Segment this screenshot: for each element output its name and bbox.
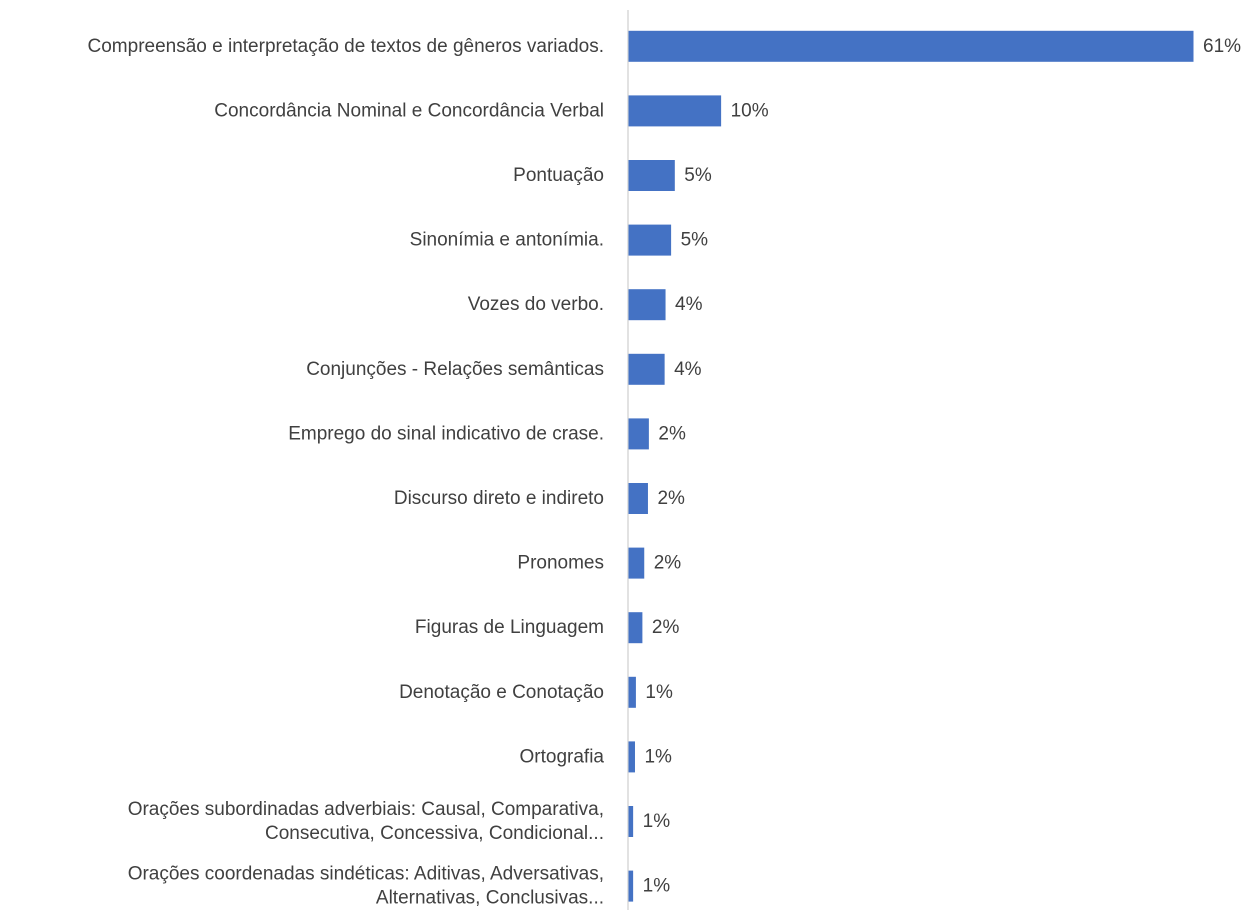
category-label-4: Vozes do verbo. <box>468 294 604 315</box>
category-label-11: Ortografia <box>520 746 605 767</box>
bars-group <box>628 30 1194 902</box>
bar-6 <box>628 418 649 450</box>
data-label-5: 4% <box>674 359 702 380</box>
data-label-4: 4% <box>675 294 703 315</box>
bar-2 <box>628 160 675 191</box>
bar-13 <box>628 870 634 902</box>
bar-5 <box>628 353 665 385</box>
bar-8 <box>628 547 645 579</box>
data-label-12: 1% <box>643 811 671 832</box>
data-label-3: 5% <box>681 230 709 251</box>
bar-9 <box>628 612 643 644</box>
bar-1 <box>628 95 722 127</box>
data-label-10: 1% <box>645 682 673 703</box>
bar-7 <box>628 483 648 514</box>
bar-12 <box>628 806 634 837</box>
category-label-6: Emprego do sinal indicativo de crase. <box>288 423 604 444</box>
data-label-2: 5% <box>684 165 712 186</box>
data-label-11: 1% <box>644 746 672 767</box>
category-label-7: Discurso direto e indireto <box>394 488 604 509</box>
data-label-0: 61% <box>1203 36 1241 57</box>
category-label-9: Figuras de Linguagem <box>415 617 604 638</box>
data-label-8: 2% <box>654 553 682 574</box>
bar-0 <box>628 30 1194 62</box>
bar-4 <box>628 289 666 321</box>
category-label-1: Concordância Nominal e Concordância Verb… <box>214 100 604 121</box>
bar-3 <box>628 224 672 256</box>
data-label-1: 10% <box>731 100 769 121</box>
category-label-13: Orações coordenadas sindéticas: Aditivas… <box>128 864 604 909</box>
category-label-2: Pontuação <box>513 165 604 186</box>
bar-11 <box>628 741 635 773</box>
category-label-3: Sinonímia e antonímia. <box>410 230 604 251</box>
data-label-13: 1% <box>643 876 671 897</box>
data-labels-group: 61% 10% 5% 5% 4% 4% 2% 2% 2% 2% 1% 1% 1% 1% <box>643 36 1242 897</box>
category-label-10: Denotação e Conotação <box>399 682 604 703</box>
category-label-5: Conjunções - Relações semânticas <box>306 359 604 380</box>
data-label-7: 2% <box>657 488 685 509</box>
data-label-9: 2% <box>652 617 680 638</box>
category-labels-group: Compreensão e interpretação de textos de… <box>88 36 605 909</box>
category-label-8: Pronomes <box>517 553 604 574</box>
bar-10 <box>628 676 636 708</box>
category-label-0: Compreensão e interpretação de textos de… <box>88 36 604 57</box>
category-label-12: Orações subordinadas adverbiais: Causal,… <box>128 799 604 844</box>
data-label-6: 2% <box>658 423 686 444</box>
